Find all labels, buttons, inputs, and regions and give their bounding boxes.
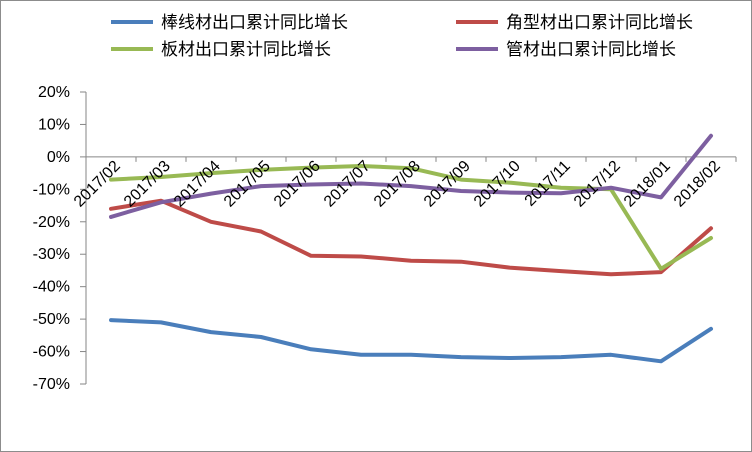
y-axis-ticks: 20% 10% 0% -10% -20% -30% -40% -50% -60% -70% [33, 84, 70, 393]
series-lines [109, 133, 713, 364]
series-line-3 [109, 133, 713, 219]
legend-label: 棒线材出口累计同比增长 [161, 13, 348, 33]
series-line-0 [109, 318, 713, 364]
y-tick-label: -20% [33, 214, 70, 231]
y-tick-label: -50% [33, 311, 70, 328]
y-tick-label: -60% [33, 344, 70, 361]
x-tick-label: 2017/09 [421, 158, 474, 211]
y-tick-label: 10% [38, 116, 70, 133]
y-tick-label: -10% [33, 181, 70, 198]
x-tick-label: 2017/04 [171, 158, 224, 211]
legend-label: 角型材出口累计同比增长 [506, 13, 693, 33]
legend-label: 板材出口累计同比增长 [161, 40, 331, 60]
y-tick-label: -30% [33, 246, 70, 263]
y-tick-label: 20% [38, 84, 70, 101]
y-tick-label: -70% [33, 376, 70, 393]
x-tick-label: 2018/02 [671, 158, 724, 211]
x-tick-label: 2017/12 [571, 158, 624, 211]
y-tick-label: -40% [33, 279, 70, 296]
series-line-1 [109, 198, 713, 277]
x-tick-label: 2017/02 [71, 158, 124, 211]
axes [80, 91, 737, 385]
legend-label: 管材出口累计同比增长 [506, 40, 676, 60]
x-tick-label: 2018/01 [621, 158, 674, 211]
y-tick-label: 0% [47, 149, 70, 166]
